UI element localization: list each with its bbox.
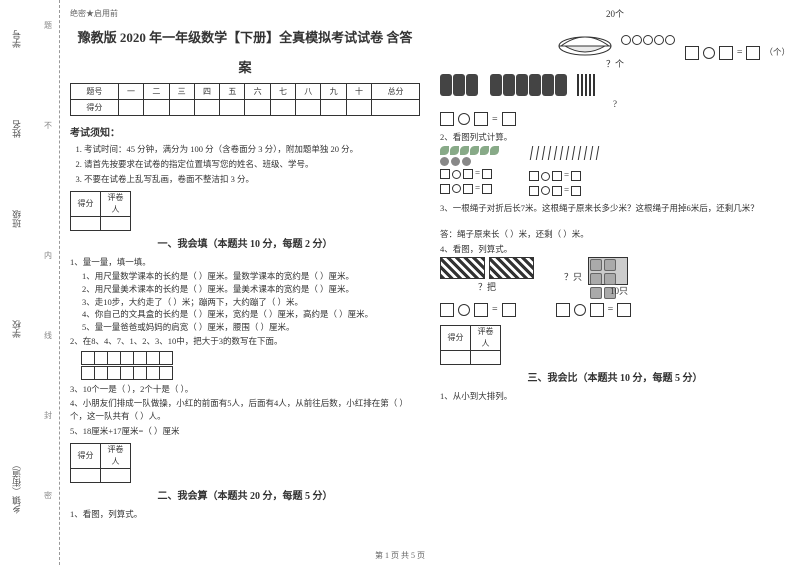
score-row-label: 得分 [71, 100, 119, 116]
r-q4: 4、看图，列算式。 [440, 243, 790, 256]
op-expr-1: =（个） [440, 45, 790, 60]
side-char-2: 内 [44, 250, 52, 261]
sb3-b: 评卷人 [471, 326, 501, 351]
instructions-list: 考试时间：45 分钟，满分为 100 分（含卷面分 3 分），附加题单独 20 … [84, 143, 420, 187]
binding-label-2: 班级 [10, 210, 23, 228]
op-expr-4: = [556, 302, 632, 317]
q1: 1、量一量，填一填。 [70, 256, 420, 269]
sb2-b: 评卷人 [101, 443, 131, 468]
binding-label-1: 姓名 [10, 120, 23, 138]
score-h9: 九 [321, 84, 346, 100]
score-h4: 四 [194, 84, 219, 100]
q4: 4、小朋友们排成一队做操，小红的前面有5人，后面有4人，从前往后数，小红排在第（… [70, 397, 420, 423]
section1-title: 一、我会填（本题共 10 分，每题 2 分） [70, 237, 420, 252]
tally-figure: = = [529, 144, 600, 198]
score-h8: 八 [296, 84, 321, 100]
section3-title: 三、我会比（本题共 10 分，每题 5 分） [440, 371, 790, 386]
q3: 3、10个一是（ ），2个十是（ ）。 [70, 383, 420, 396]
score-h10: 十 [346, 84, 371, 100]
side-char-1: 不 [44, 120, 52, 131]
circles-5 [621, 35, 675, 45]
q1-s5: 5、量一量爸爸或妈妈的肩宽（ ）厘米，腰围（ ）厘米。 [82, 321, 420, 334]
q1-s3: 3、走10步，大约走了（ ）米；蹦两下，大约蹦了（ ）米。 [82, 296, 420, 309]
page-footer: 第 1 页 共 5 页 [0, 550, 800, 561]
basket-icon [555, 24, 615, 56]
answer-boxes [82, 351, 420, 365]
side-char-5: 密 [44, 490, 52, 501]
pattern-figure: ？把 [440, 257, 534, 295]
binding-label-3: 学校 [10, 320, 23, 338]
score-h7: 七 [270, 84, 295, 100]
left-column: 绝密★启用前 豫教版 2020 年一年级数学【下册】全真模拟考试试卷 含答 案 … [70, 8, 420, 547]
score-table: 题号 一 二 三 四 五 六 七 八 九 十 总分 得分 [70, 83, 420, 116]
score-h6: 六 [245, 84, 270, 100]
sb2-a: 得分 [71, 443, 101, 468]
score-h2: 二 [144, 84, 169, 100]
r-q3-ans: 答：绳子原来长（ ）米，还剩（ ）米。 [440, 228, 790, 241]
s2-q1: 1、看图，列算式。 [70, 508, 420, 521]
instr-3: 不要在试卷上乱写乱画，卷面不整洁扣 3 分。 [84, 173, 420, 186]
op-expr-2: = [440, 112, 790, 127]
instr-2: 请首先按要求在试卷的指定位置填写您的姓名、班级、学号。 [84, 158, 420, 171]
q1-s4: 4、你自己的文具盒的长约是（ ）厘米，宽约是（ ）厘米，高约是（ ）厘米。 [82, 308, 420, 321]
brace-q: ? [440, 98, 790, 112]
q1-s2: 2、用尺量美术课本的长约是（ ）厘米。量美术课本的宽约是（ ）厘米。 [82, 283, 420, 296]
score-h3: 三 [169, 84, 194, 100]
abacus-figure [440, 74, 790, 96]
leaf-figure: = = [440, 144, 499, 198]
r-20-label: 20个 [440, 8, 790, 22]
r-q2: 2、看图列式计算。 [440, 131, 790, 144]
answer-boxes-2 [82, 366, 420, 380]
q5: 5、18厘米+17厘米=（ ）厘米 [70, 425, 420, 438]
secret-label: 绝密★启用前 [70, 8, 420, 20]
side-char-4: 封 [44, 410, 52, 421]
exam-title-1: 豫教版 2020 年一年级数学【下册】全真模拟考试试卷 含答 [70, 28, 420, 48]
q2: 2、在8、4、7、1、2、3、10中，把大于3的数写在下面。 [70, 335, 420, 348]
r-q3: 3、一根绳子对折后长7米。这根绳子原来长多少米？这根绳子用掉6米后，还剩几米？ [440, 202, 790, 215]
sb1-b: 评卷人 [101, 192, 131, 217]
exam-title-2: 案 [70, 58, 420, 78]
score-h0: 题号 [71, 84, 119, 100]
scorebox-1: 得分评卷人 [70, 191, 420, 231]
score-h1: 一 [118, 84, 143, 100]
notice-title: 考试须知： [70, 126, 420, 141]
scorebox-2: 得分评卷人 [70, 443, 420, 483]
score-h5: 五 [220, 84, 245, 100]
sb3-a: 得分 [441, 326, 471, 351]
s3-q1: 1、从小到大排列。 [440, 390, 790, 403]
op-expr-3: = [440, 302, 516, 317]
q1-s1: 1、用尺量数学课本的长约是（ ）厘米。量数学课本的宽约是（ ）厘米。 [82, 270, 420, 283]
section2-title: 二、我会算（本题共 20 分，每题 5 分） [70, 489, 420, 504]
side-char-3: 线 [44, 330, 52, 341]
face-figure: ？只 10只 [564, 257, 628, 299]
binding-label-0: 学号 [10, 30, 23, 48]
side-char-0: 题 [44, 20, 52, 31]
sb1-a: 得分 [71, 192, 101, 217]
instr-1: 考试时间：45 分钟，满分为 100 分（含卷面分 3 分），附加题单独 20 … [84, 143, 420, 156]
right-column: 20个 ？个 =（个） ? = 2、看图列式计算。 [440, 8, 790, 547]
score-h11: 总分 [372, 84, 420, 100]
binding-label-4: 乡镇（街道） [10, 460, 23, 514]
scorebox-3: 得分评卷人 [440, 325, 790, 365]
